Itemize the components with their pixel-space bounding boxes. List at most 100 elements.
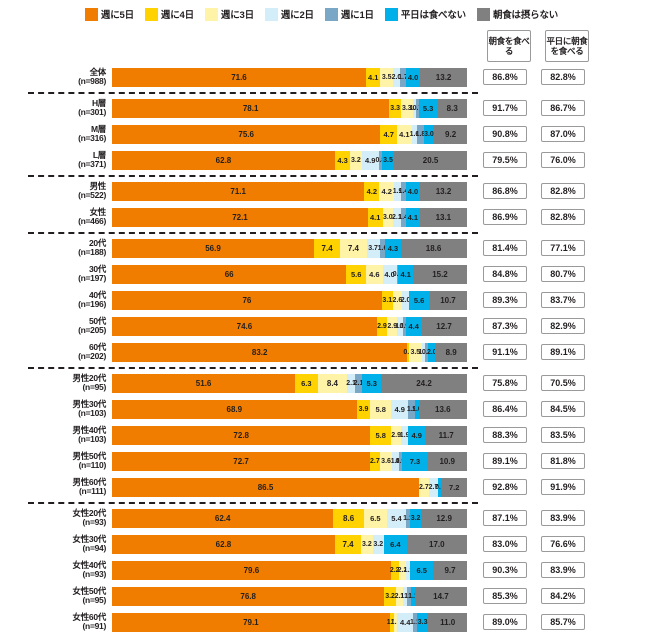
pct-eat-breakfast-weekday: 89.1% [541,344,585,360]
row-label: 20代 (n=188) [0,237,112,258]
chart-row: 男性20代 (n=95) 51.6 6.3 8.4 2.1 2.1 5.3 24.2 75.8% 7… [0,370,650,396]
bar-segment: 76.8 [112,586,385,606]
pct-eat-breakfast-weekday: 80.7% [541,266,585,282]
bar-segment: 0.8 [375,150,385,170]
bar-segment: 2.1 [395,586,404,606]
row-label: 女性60代 (n=91) [0,612,112,632]
bar-segment: 4.3 [334,150,351,170]
bar-segment: 1.0 [410,98,419,118]
bar-segment: 2.9 [376,316,388,336]
bar-segment: 0.9 [399,316,409,336]
bar-segment: 5.3 [362,373,382,393]
stacked-bar: 79.6 2.2 2.2 1.1 6.5 9.7 [112,560,467,580]
legend-item: 平日は食べない [384,7,466,21]
bar-segment: 0.9 [435,477,445,497]
row-label-name: 女性50代 [72,585,107,596]
chart-row: 20代 (n=188) 56.9 7.4 7.4 3.7 1.6 4.3 18.6 81.4% 77… [0,235,650,261]
bar-segment: 18.6 [400,238,467,258]
stacked-bar: 86.5 2.7 2.7 0.9 7.2 [112,477,467,497]
bar-segment: 10.7 [428,290,467,310]
bar-segment: 1.9 [407,399,417,419]
row-label-count: (n=301) [78,107,106,117]
pct-eat-breakfast: 89.3% [483,292,527,308]
legend-swatch-icon [144,7,158,21]
legend-swatch-icon [264,7,278,21]
bar-segment: 68.9 [112,399,357,419]
bar-segment: 4.4 [397,612,413,632]
bar-segment: 51.6 [112,373,296,393]
pct-eat-breakfast: 88.3% [483,427,527,443]
pct-eat-breakfast: 90.8% [483,126,527,142]
bar-segment: 75.6 [112,124,381,144]
bar-segment: 1.7 [398,67,408,87]
legend-item: 週に1日 [324,7,374,21]
row-label-name: 60代 [88,341,106,352]
legend-swatch-icon [204,7,218,21]
row-label-name: 女性 [89,206,107,217]
row-label: H層 (n=301) [0,98,112,118]
bar-segment: 8.4 [317,373,348,393]
row-label: 50代 (n=205) [0,316,112,336]
bar-segment: 3.0 [382,207,394,227]
pct-eat-breakfast: 81.4% [483,240,527,256]
row-label-name: 30代 [88,263,106,274]
bar-segment: 1.1 [403,560,413,580]
bar-segment: 1.9 [400,425,410,445]
column-headers: 朝食を食べる 平日に朝食を食べる [0,30,650,64]
bar-segment: 3.2 [350,150,362,170]
bar-segment: 2.0 [401,290,410,310]
pct-eat-breakfast-weekday: 82.8% [541,69,585,85]
bar-segment: 1.6 [410,124,419,144]
bar-segment: 4.9 [408,425,426,445]
row-label: 60代 (n=202) [0,341,112,362]
stacked-bar: 71.1 4.2 4.2 1.9 1.4 4.0 13.2 [112,181,467,201]
chart-row: 女性 (n=466) 72.1 4.1 3.0 2.1 1.4 4.1 13.1 86.9% 82.… [0,204,650,230]
row-label-count: (n=371) [78,159,106,169]
pct-eat-breakfast: 86.4% [483,401,527,417]
pct-eat-breakfast: 89.0% [483,614,527,630]
bar-segment: 3.3 [400,98,413,118]
row-label: 40代 (n=196) [0,290,112,310]
bar-segment: 1.8 [416,124,425,144]
bar-segment: 4.6 [366,264,383,284]
bar-segment: 1.1 [404,586,414,606]
row-label: 女性30代 (n=94) [0,534,112,554]
bar-segment: 3.2 [409,508,422,528]
chart-rows: 全体 (n=988) 71.6 4.1 3.5 2.0 1.7 4.0 13.2 86.8% 82.… [0,64,650,635]
bar-segment: 4.0 [405,181,421,201]
chart-row: L層 (n=371) 62.8 4.3 3.2 4.9 0.8 3.5 20.5 79.5% 76.… [0,147,650,173]
pct-eat-breakfast-weekday: 84.5% [541,401,585,417]
row-label-name: 男性 [89,180,107,191]
bar-segment: 4.2 [379,181,395,201]
stacked-bar: 76.8 3.2 2.1 1.1 1.1 1.1 14.7 [112,586,467,606]
bar-segment: 7.2 [441,477,467,497]
chart-row: 全体 (n=988) 71.6 4.1 3.5 2.0 1.7 4.0 13.2 86.8% 82.… [0,64,650,90]
bar-segment: 3.5 [381,150,395,170]
pct-eat-breakfast-weekday: 82.8% [541,183,585,199]
bar-segment: 4.1 [365,67,381,87]
legend-label: 週に2日 [280,10,314,21]
row-label: 男性40代 (n=103) [0,425,112,445]
bar-segment: 13.2 [420,181,467,201]
pct-eat-breakfast: 87.1% [483,510,527,526]
row-label-count: (n=111) [79,486,106,496]
group-separator [0,500,650,505]
bar-segment: 15.2 [413,264,467,284]
bar-segment: 13.2 [420,67,467,87]
pct-eat-breakfast: 89.1% [483,453,527,469]
bar-segment: 2.2 [398,560,407,580]
legend-label: 週に4日 [160,10,194,21]
group-separator [0,365,650,370]
bar-segment: 83.2 [112,342,408,362]
stacked-bar: 76 3.1 2.6 2.0 5.6 10.7 [112,290,467,310]
row-label-name: 20代 [88,237,106,248]
bar-segment: 12.7 [421,316,467,336]
chart-row: M層 (n=316) 75.6 4.7 4.1 1.6 1.8 3.0 9.2 90.8% 87.0… [0,121,650,147]
bar-segment: 5.8 [370,399,392,419]
chart-row: 女性50代 (n=95) 76.8 3.2 2.1 1.1 1.1 1.1 14.7 85.3% 8… [0,583,650,609]
bar-segment: 3.2 [384,586,396,606]
bar-segment: 5.8 [370,425,392,445]
row-label: 全体 (n=988) [0,67,112,87]
bar-segment: 1.0 [412,399,422,419]
pct-eat-breakfast-weekday: 84.2% [541,588,585,604]
